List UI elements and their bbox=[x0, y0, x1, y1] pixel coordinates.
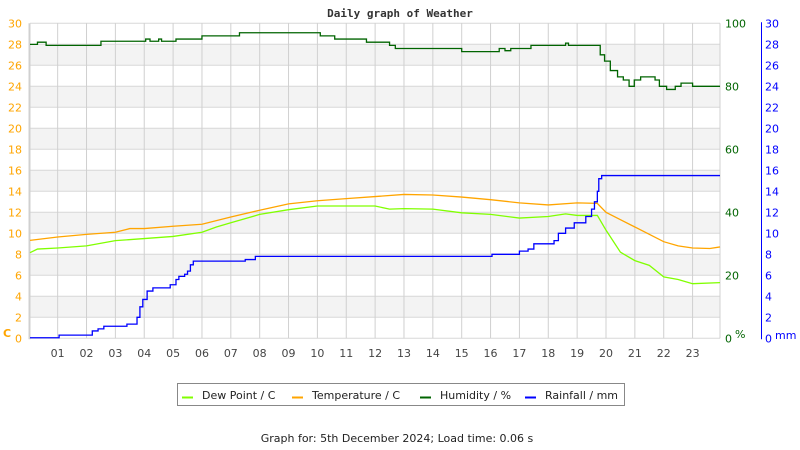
x-tick-label: 10 bbox=[310, 347, 324, 360]
humidity-tick-label: 40 bbox=[725, 206, 739, 219]
legend: Dew Point / C Temperature / C Humidity / %… bbox=[177, 383, 625, 406]
x-tick-label: 06 bbox=[195, 347, 209, 360]
x-tick-label: 12 bbox=[368, 347, 382, 360]
footer-text: Graph for: 5th December 2024; Load time:… bbox=[261, 432, 534, 445]
axes: 01 02 03 04 05 06 07 08 09 10 11 12 13 14 15 16 17 18 19 20… bbox=[3, 17, 796, 360]
x-tick-label: 23 bbox=[686, 347, 700, 360]
x-tick-label: 03 bbox=[108, 347, 122, 360]
x-tick-label: 07 bbox=[224, 347, 238, 360]
rain-tick-label: 14 bbox=[765, 185, 779, 198]
humidity-axis-unit: % bbox=[735, 328, 745, 341]
left-axis-unit: C bbox=[3, 327, 11, 340]
series-line-temperature bbox=[29, 193, 721, 250]
legend-label: Temperature / C bbox=[311, 389, 400, 402]
x-tick-label: 21 bbox=[628, 347, 642, 360]
humidity-tick-label: 20 bbox=[725, 269, 739, 282]
x-tick-label: 11 bbox=[339, 347, 353, 360]
left-tick-label: 28 bbox=[8, 38, 22, 51]
left-tick-label: 8 bbox=[15, 248, 22, 261]
rain-tick-label: 24 bbox=[765, 80, 779, 93]
rain-tick-label: 12 bbox=[765, 206, 779, 219]
left-tick-label: 2 bbox=[15, 311, 22, 324]
left-tick-label: 26 bbox=[8, 59, 22, 72]
x-tick-label: 17 bbox=[512, 347, 526, 360]
rain-tick-label: 26 bbox=[765, 59, 779, 72]
x-tick-label: 04 bbox=[137, 347, 151, 360]
x-tick-label: 14 bbox=[426, 347, 440, 360]
left-tick-label: 30 bbox=[8, 17, 22, 30]
rain-tick-label: 16 bbox=[765, 164, 779, 177]
legend-label: Dew Point / C bbox=[202, 389, 276, 402]
x-tick-label: 22 bbox=[657, 347, 671, 360]
left-tick-label: 10 bbox=[8, 227, 22, 240]
rain-tick-label: 30 bbox=[765, 17, 779, 30]
chart-title: Daily graph of Weather bbox=[327, 7, 473, 20]
left-tick-label: 12 bbox=[8, 206, 22, 219]
rain-tick-label: 20 bbox=[765, 122, 779, 135]
rain-tick-label: 6 bbox=[765, 269, 772, 282]
x-tick-label: 01 bbox=[51, 347, 65, 360]
legend-label: Humidity / % bbox=[440, 389, 511, 402]
rain-tick-label: 22 bbox=[765, 101, 779, 114]
x-tick-label: 18 bbox=[541, 347, 555, 360]
legend-box bbox=[177, 383, 625, 406]
humidity-tick-label: 0 bbox=[725, 332, 732, 345]
humidity-tick-label: 60 bbox=[725, 143, 739, 156]
left-tick-label: 0 bbox=[15, 332, 22, 345]
left-tick-label: 4 bbox=[15, 290, 22, 303]
rain-tick-label: 8 bbox=[765, 248, 772, 261]
rain-tick-label: 0 bbox=[765, 332, 772, 345]
humidity-tick-label: 100 bbox=[725, 17, 746, 30]
x-tick-label: 16 bbox=[484, 347, 498, 360]
rain-tick-label: 2 bbox=[765, 311, 772, 324]
left-tick-label: 6 bbox=[15, 269, 22, 282]
x-tick-label: 09 bbox=[282, 347, 296, 360]
series-lines bbox=[29, 32, 721, 339]
x-tick-label: 02 bbox=[80, 347, 94, 360]
rain-tick-label: 28 bbox=[765, 38, 779, 51]
left-tick-label: 22 bbox=[8, 101, 22, 114]
series-line-rainfall bbox=[30, 174, 720, 339]
x-tick-label: 19 bbox=[570, 347, 584, 360]
left-tick-label: 14 bbox=[8, 185, 22, 198]
x-tick-label: 13 bbox=[397, 347, 411, 360]
left-tick-label: 18 bbox=[8, 143, 22, 156]
left-tick-label: 24 bbox=[8, 80, 22, 93]
rain-tick-label: 10 bbox=[765, 227, 779, 240]
left-tick-label: 20 bbox=[8, 122, 22, 135]
humidity-tick-label: 80 bbox=[725, 80, 739, 93]
rain-axis-unit: mm bbox=[775, 329, 796, 342]
rain-tick-label: 4 bbox=[765, 290, 772, 303]
grid-lines bbox=[30, 22, 721, 339]
x-tick-label: 15 bbox=[455, 347, 469, 360]
x-tick-label: 05 bbox=[166, 347, 180, 360]
legend-label: Rainfall / mm bbox=[545, 389, 618, 402]
rain-tick-label: 18 bbox=[765, 143, 779, 156]
left-tick-label: 16 bbox=[8, 164, 22, 177]
x-tick-label: 08 bbox=[253, 347, 267, 360]
series-line-dew bbox=[29, 205, 721, 285]
series-line-humidity bbox=[30, 32, 720, 91]
x-tick-label: 20 bbox=[599, 347, 613, 360]
